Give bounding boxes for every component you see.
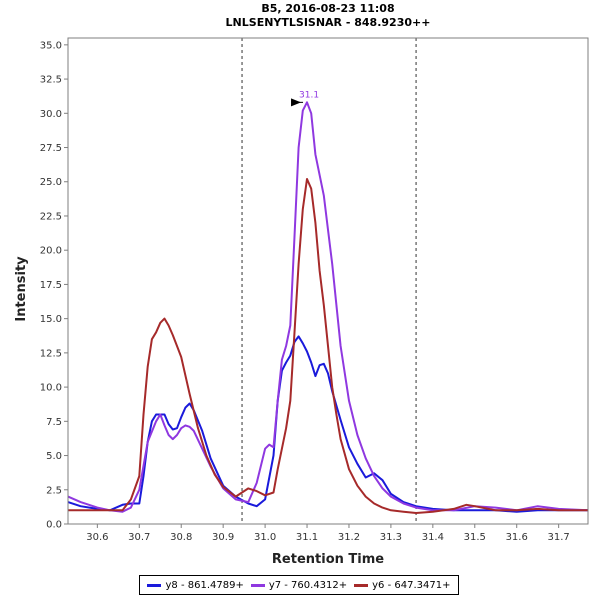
x-tick-label-2: 30.8 [170, 532, 192, 543]
y-axis: 0.0 2.5 5.0 7.5 10.0 12.5 15.0 17.5 20.0 22.5 25.0… [40, 40, 68, 531]
x-tick-label-10: 31.6 [506, 532, 528, 543]
x-tick-label-11: 31.7 [548, 532, 570, 543]
legend-swatch-1 [250, 583, 265, 587]
y-tick-label-6: 15.0 [40, 314, 62, 325]
y-tick-label-4: 10.0 [40, 383, 62, 394]
x-tick-label-3: 30.9 [212, 532, 234, 543]
legend-label-0: y8 - 861.4789+ [165, 579, 244, 591]
chart-subtitle: LNLSENYTLSISNAR - 848.9230++ [226, 16, 431, 29]
legend-label-1: y7 - 760.4312+ [268, 579, 348, 591]
y-tick-label-5: 12.5 [40, 348, 62, 359]
y-axis-title: Intensity [14, 256, 29, 322]
x-tick-label-0: 30.6 [86, 532, 108, 543]
series-lines [67, 101, 589, 514]
x-tick-label-7: 31.3 [380, 532, 402, 543]
x-tick-label-5: 31.1 [296, 532, 318, 543]
plot-frame [67, 37, 589, 525]
chart-legend: y8 - 861.4789+ y7 - 760.4312+ y6 - 647.347… [139, 575, 459, 595]
y-tick-label-8: 20.0 [40, 246, 62, 257]
series-line-0 [67, 335, 588, 513]
legend-item-2: y6 - 647.3471+ [354, 580, 450, 591]
y-tick-label-13: 32.5 [40, 75, 62, 86]
x-tick-label-9: 31.5 [464, 532, 486, 543]
x-tick-label-1: 30.7 [128, 532, 150, 543]
legend-item-0: y8 - 861.4789+ [147, 579, 244, 591]
x-axis-title: Retention Time [272, 552, 384, 567]
y-tick-label-2: 5.0 [46, 451, 62, 462]
x-tick-label-8: 31.4 [422, 532, 444, 543]
y-tick-label-12: 30.0 [40, 109, 62, 120]
y-tick-label-14: 35.0 [40, 40, 62, 51]
x-tick-label-6: 31.2 [338, 532, 360, 543]
y-tick-label-7: 17.5 [40, 280, 62, 291]
peak-label: 31.1 [299, 90, 319, 100]
legend-swatch-0 [147, 583, 162, 587]
x-axis: 30.6 30.7 30.8 30.9 31.0 31.1 31.2 31.3 31.4 31.5… [86, 524, 570, 543]
y-tick-label-1: 2.5 [46, 485, 62, 496]
x-tick-label-4: 31.0 [254, 532, 276, 543]
y-tick-label-0: 0.0 [46, 520, 62, 531]
y-tick-label-9: 22.5 [40, 211, 62, 222]
chart-title: B5, 2016-08-23 11:08 [261, 2, 394, 15]
peak-annotation: 31.1 [291, 90, 319, 107]
y-tick-label-3: 7.5 [46, 417, 62, 428]
series-line-2 [68, 178, 588, 514]
series-line-1 [67, 101, 589, 513]
legend-swatch-2 [354, 583, 369, 587]
y-tick-label-11: 27.5 [40, 143, 62, 154]
legend-item-1: y7 - 760.4312+ [250, 579, 348, 591]
y-tick-label-10: 25.0 [40, 177, 62, 188]
legend-label-2: y6 - 647.3471+ [372, 579, 451, 591]
peak-boundary-lines [241, 38, 417, 524]
